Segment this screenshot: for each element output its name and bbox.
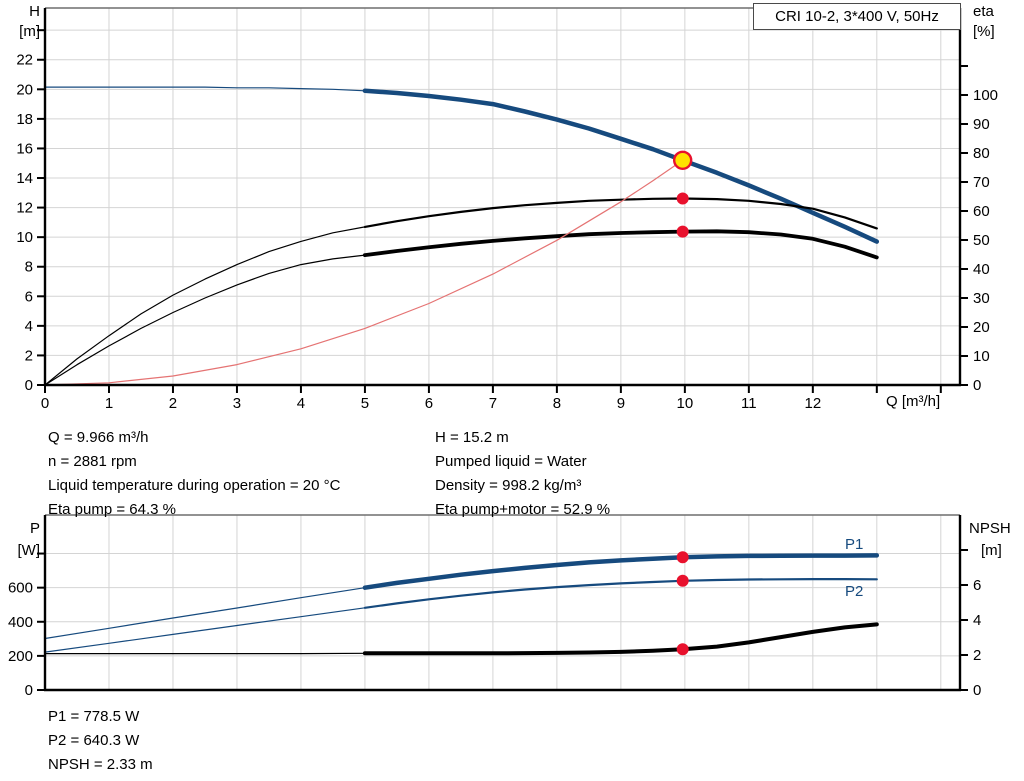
q-axis-label: Q [m³/h] [886,393,941,410]
svg-text:40: 40 [973,261,990,278]
npsh-point [676,643,689,656]
eta-axis-label: eta [973,3,994,20]
info-p2: P2 = 640.3 W [48,732,140,749]
svg-text:80: 80 [973,145,990,162]
svg-text:16: 16 [16,140,33,157]
svg-text:4: 4 [25,318,33,335]
p1-point [676,551,689,564]
info-head: H = 15.2 m [435,429,509,446]
power-info: P1 = 778.5 W P2 = 640.3 W NPSH = 2.33 m [48,705,153,777]
svg-text:14: 14 [16,170,33,187]
info-liquid: Pumped liquid = Water [435,453,587,470]
svg-text:0: 0 [25,682,33,699]
h-axis-label: H [29,3,40,20]
axes [43,8,962,387]
info-p1: P1 = 778.5 W [48,708,140,725]
affinity-parabola [44,159,684,386]
axes [43,515,962,692]
svg-text:10: 10 [973,348,990,365]
p2-curve-label: P2 [845,583,864,600]
npsh-axis-unit: [m] [981,542,1002,559]
pump-title-box: CRI 10-2, 3*400 V, 50Hz [753,3,961,30]
hq-chart: 0 1 2 3 4 5 6 7 8 9 10 11 12024681012141618202201020… [16,7,998,412]
p2-point [676,574,689,587]
info-npsh: NPSH = 2.33 m [48,756,153,773]
svg-text:6: 6 [425,395,433,412]
svg-text:0: 0 [973,682,981,699]
svg-text:600: 600 [8,580,33,597]
svg-text:1: 1 [105,395,113,412]
eta-pump-motor-point [676,225,689,238]
duty-point-marker [672,150,693,170]
power-npsh-chart: 0 200 400 600 0 2 4 6 [8,514,981,699]
svg-text:70: 70 [973,174,990,191]
h-axis-unit: [m] [19,23,40,40]
svg-text:9: 9 [617,395,625,412]
gridlines [45,515,960,690]
tick-marks [37,549,968,691]
svg-text:3: 3 [233,395,241,412]
p1-curve-label: P1 [845,536,864,553]
svg-text:50: 50 [973,232,990,249]
svg-text:60: 60 [973,203,990,220]
duty-info-right: H = 15.2 m Pumped liquid = Water Density… [435,426,610,522]
p-axis-unit: [W] [17,542,41,559]
svg-text:11: 11 [741,395,757,412]
svg-text:8: 8 [553,395,561,412]
npsh-curve [44,622,879,656]
eta-pump-motor-curve [44,229,879,386]
svg-text:400: 400 [8,614,33,631]
gridlines [45,8,960,385]
svg-text:5: 5 [361,395,369,412]
svg-text:0: 0 [973,377,981,394]
svg-text:8: 8 [25,259,33,276]
info-temperature: Liquid temperature during operation = 20… [48,477,341,494]
svg-text:10: 10 [16,229,33,246]
tick-labels: 0 200 400 600 0 2 4 6 [8,577,981,699]
svg-text:0: 0 [25,377,33,394]
svg-text:20: 20 [973,319,990,336]
svg-text:10: 10 [677,395,694,412]
svg-text:12: 12 [804,395,821,412]
duty-info-left: Q = 9.966 m³/h n = 2881 rpm Liquid tempe… [48,426,340,522]
eta-axis-unit: [%] [973,23,995,40]
p2-curve [44,578,878,653]
svg-text:20: 20 [16,81,33,98]
svg-text:7: 7 [489,395,497,412]
info-density: Density = 998.2 kg/m³ [435,477,582,494]
info-speed: n = 2881 rpm [48,453,137,470]
svg-text:2: 2 [25,347,33,364]
svg-text:200: 200 [8,648,33,665]
info-flow: Q = 9.966 m³/h [48,429,149,446]
svg-text:2: 2 [169,395,177,412]
tick-marks [37,29,968,393]
svg-text:30: 30 [973,290,990,307]
info-eta-pump: Eta pump = 64.3 % [48,501,176,518]
svg-text:6: 6 [973,577,981,594]
svg-text:6: 6 [25,288,33,305]
tick-labels: 0 1 2 3 4 5 6 7 8 9 10 11 12024681012141618202201020… [16,52,998,412]
h-q-curve [44,86,880,244]
svg-text:0: 0 [41,395,49,412]
svg-text:100: 100 [973,87,998,104]
info-eta-pump-motor: Eta pump+motor = 52.9 % [435,501,611,518]
svg-text:90: 90 [973,116,990,133]
p1-curve [44,553,880,640]
svg-text:12: 12 [16,200,33,217]
p-axis-label: P [29,520,40,537]
eta-pump-curve [44,197,878,386]
svg-text:4: 4 [297,395,305,412]
svg-text:4: 4 [973,612,981,629]
svg-text:18: 18 [16,111,33,128]
svg-text:2: 2 [973,647,981,664]
eta-pump-point [676,192,689,205]
svg-text:22: 22 [16,52,33,69]
npsh-axis-label: NPSH [969,520,1011,537]
